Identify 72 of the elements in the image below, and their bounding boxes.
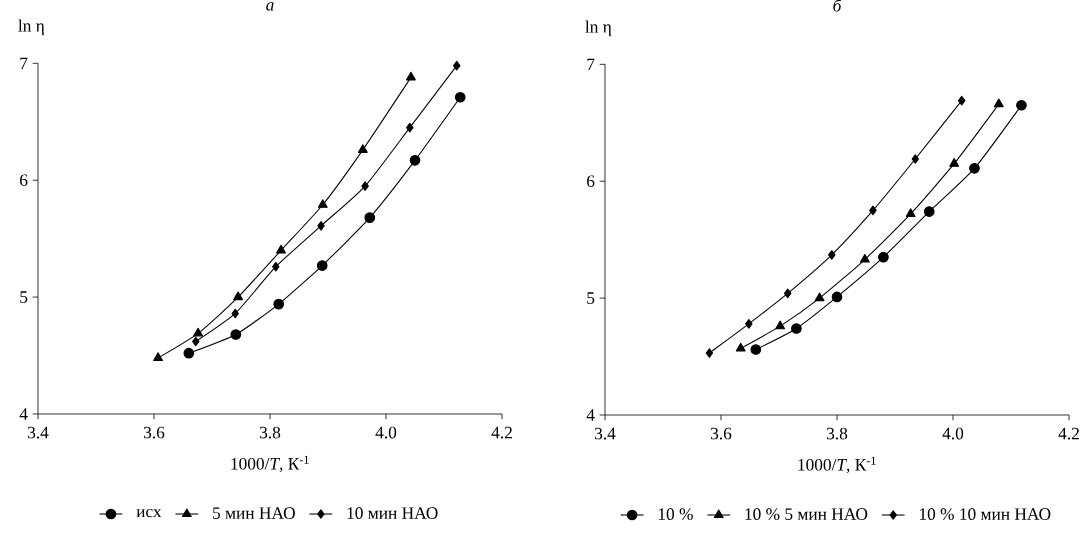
point: [878, 251, 889, 263]
point: [831, 291, 843, 303]
legend-label: 5 мин НАО: [213, 507, 295, 519]
point: [814, 292, 825, 302]
x-tick-label: 3.8: [260, 426, 281, 439]
legend-label: 10 мин НАО: [347, 507, 438, 519]
point: [233, 291, 244, 301]
legend-label: исх: [136, 508, 162, 518]
point: [317, 220, 325, 231]
x-tick-label: 3.6: [711, 427, 732, 440]
y-tick-label: 5: [587, 292, 595, 304]
x-axis-title: 1000/T, К$^{-1}$: [231, 455, 309, 473]
y-tick-label: 5: [20, 291, 28, 303]
point: [911, 154, 920, 164]
x-tick-label: 3.4: [595, 427, 616, 440]
x-tick-label: 4.2: [1058, 427, 1079, 440]
point: [361, 181, 369, 191]
y-tick-label: 6: [587, 175, 595, 188]
y-axis-title: ln η: [18, 19, 44, 36]
point: [969, 163, 980, 174]
point: [859, 253, 870, 263]
point: [745, 319, 753, 329]
point: [705, 348, 714, 358]
point: [905, 208, 916, 218]
x-tick-label: 3.6: [144, 426, 165, 439]
point: [276, 244, 286, 254]
point: [791, 323, 802, 334]
point: [869, 205, 877, 216]
legend-label: 10 %: [658, 508, 693, 521]
y-tick-label: 7: [587, 58, 595, 70]
point: [750, 344, 762, 355]
point: [192, 336, 200, 347]
point: [153, 352, 163, 361]
point: [828, 250, 836, 260]
point: [1016, 99, 1027, 111]
chart-title: б: [833, 0, 842, 12]
chart-title: а: [266, 2, 274, 11]
point: [272, 261, 280, 272]
x-tick-label: 4.0: [942, 427, 964, 440]
point: [783, 288, 792, 299]
legend-label: 10 % 10 мин НАО: [919, 508, 1051, 521]
x-tick-label: 4.2: [491, 426, 512, 439]
point: [949, 158, 960, 167]
y-tick-label: 6: [20, 174, 28, 187]
point: [183, 347, 195, 359]
y-tick-label: 4: [586, 409, 595, 421]
point: [317, 199, 328, 208]
x-tick-label: 3.4: [28, 426, 49, 439]
point: [409, 155, 421, 166]
point: [453, 60, 461, 71]
point: [923, 206, 935, 217]
point: [357, 144, 368, 153]
point: [316, 260, 328, 271]
point: [273, 298, 285, 310]
x-tick-label: 4.0: [375, 426, 397, 439]
point: [735, 342, 746, 352]
point: [993, 98, 1004, 108]
point: [775, 320, 786, 330]
x-axis-title: 1000/T, К$^{-1}$: [798, 456, 876, 474]
y-tick-label: 7: [20, 57, 28, 69]
point: [406, 71, 416, 81]
point: [957, 95, 966, 106]
x-tick-label: 3.8: [827, 427, 848, 440]
legend-label: 10 % 5 мин НАО: [745, 508, 868, 521]
point: [230, 329, 242, 340]
point: [454, 91, 466, 103]
point: [364, 212, 376, 223]
y-tick-label: 4: [19, 408, 28, 420]
y-axis-title: ln η: [585, 20, 611, 37]
point: [231, 308, 239, 319]
point: [406, 122, 414, 133]
point: [193, 327, 204, 337]
